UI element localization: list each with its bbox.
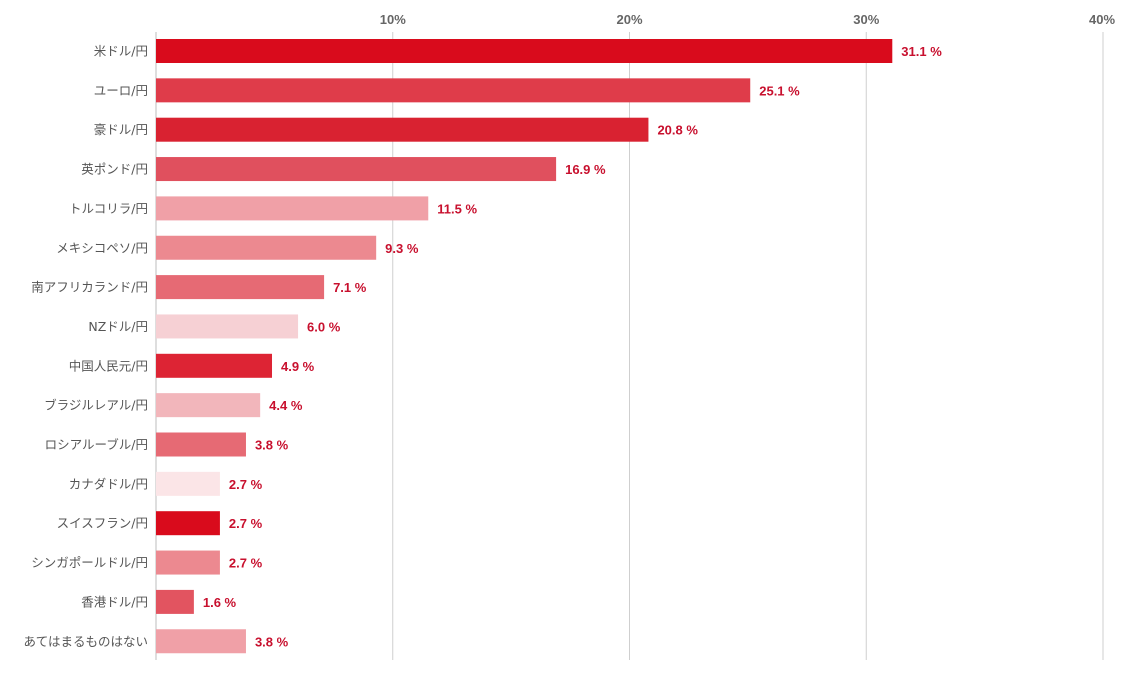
category-label: 英ポンド/円 bbox=[81, 162, 148, 177]
bar bbox=[156, 196, 429, 221]
value-label: 4.4 % bbox=[269, 398, 303, 413]
value-label: 31.1 % bbox=[901, 44, 942, 59]
category-label: ロシアルーブル/円 bbox=[45, 437, 148, 452]
bar bbox=[156, 393, 261, 418]
value-label: 11.5 % bbox=[437, 201, 477, 216]
category-label: ブラジルレアル/円 bbox=[44, 398, 148, 413]
value-label: 1.6 % bbox=[203, 595, 237, 610]
bar bbox=[156, 511, 220, 536]
value-label: 20.8 % bbox=[657, 123, 698, 138]
value-label: 25.1 % bbox=[759, 83, 800, 98]
bar bbox=[156, 550, 220, 575]
category-label: スイスフラン/円 bbox=[57, 516, 148, 531]
x-tick-label: 10% bbox=[380, 12, 406, 27]
bar bbox=[156, 78, 751, 103]
category-label: シンガポールドル/円 bbox=[31, 555, 148, 570]
bar bbox=[156, 157, 557, 182]
category-label: NZドル/円 bbox=[88, 319, 148, 334]
value-label: 9.3 % bbox=[385, 241, 419, 256]
bars-layer bbox=[156, 39, 893, 654]
category-label: 米ドル/円 bbox=[94, 44, 148, 59]
bar bbox=[156, 589, 194, 614]
x-tick-label: 40% bbox=[1089, 12, 1115, 27]
labels-layer: 10% 20% 30% 40% 米ドル/円 31.1 % ユーロ/円 25.1 % 豪ドル/円 2… bbox=[23, 12, 1115, 649]
bar bbox=[156, 353, 273, 378]
category-label: 中国人民元/円 bbox=[69, 358, 148, 373]
value-label: 3.8 % bbox=[255, 634, 289, 649]
value-label: 4.9 % bbox=[281, 359, 315, 374]
bar bbox=[156, 235, 377, 260]
x-tick-label: 20% bbox=[616, 12, 642, 27]
bar bbox=[156, 39, 893, 63]
bar bbox=[156, 471, 220, 496]
value-label: 16.9 % bbox=[565, 162, 606, 177]
bar bbox=[156, 629, 246, 654]
category-label: カナダドル/円 bbox=[69, 476, 148, 491]
bar bbox=[156, 314, 299, 339]
value-label: 3.8 % bbox=[255, 438, 289, 453]
category-label: トルコリラ/円 bbox=[69, 201, 148, 216]
category-label: 香港ドル/円 bbox=[81, 594, 148, 609]
category-label: あてはまるものはない bbox=[23, 634, 148, 649]
bar bbox=[156, 275, 325, 300]
category-label: 豪ドル/円 bbox=[94, 122, 148, 137]
category-label: ユーロ/円 bbox=[94, 83, 148, 98]
value-label: 7.1 % bbox=[333, 280, 367, 295]
value-label: 2.7 % bbox=[229, 556, 263, 571]
x-tick-label: 30% bbox=[853, 12, 879, 27]
value-label: 2.7 % bbox=[229, 516, 263, 531]
category-label: メキシコペソ/円 bbox=[56, 240, 148, 255]
bar bbox=[156, 432, 246, 457]
category-label: 南アフリカランド/円 bbox=[31, 280, 148, 295]
bar bbox=[156, 117, 649, 142]
value-label: 6.0 % bbox=[307, 319, 341, 334]
value-label: 2.7 % bbox=[229, 477, 263, 492]
